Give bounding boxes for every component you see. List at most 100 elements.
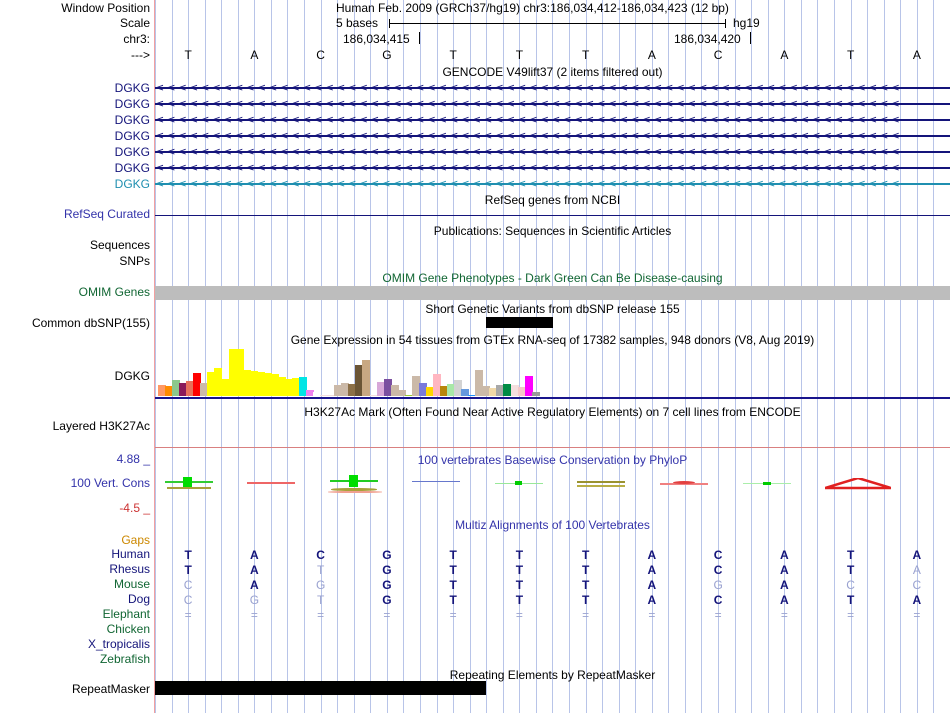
species-label-elephant[interactable]: Elephant [102, 607, 150, 621]
gtex-tissue-bar[interactable] [517, 387, 526, 396]
gene-row[interactable]: <<<<<<<<<<<<<<<<<<<<<<<<<<<<<<<<<<<<<<<<… [155, 176, 950, 192]
gene-row[interactable]: <<<<<<<<<<<<<<<<<<<<<<<<<<<<<<<<<<<<<<<<… [155, 144, 950, 160]
gtex-tissue-bar[interactable] [461, 389, 470, 396]
gtex-tissue-bar[interactable] [200, 383, 209, 396]
gtex-tissue-bar[interactable] [256, 372, 265, 396]
gtex-tissue-bar[interactable] [475, 370, 484, 396]
species-label-mouse[interactable]: Mouse [113, 577, 150, 591]
alignment-base: G [249, 593, 260, 607]
gtex-tissue-bar[interactable] [341, 383, 350, 396]
gtex-tissue-bar[interactable] [249, 371, 258, 396]
alignment-row[interactable] [155, 638, 950, 653]
gene-row-label[interactable]: DGKG [114, 161, 150, 175]
alignment-base: = [383, 608, 391, 622]
gtex-tissue-bar[interactable] [531, 392, 540, 396]
gtex-tissue-bar[interactable] [482, 386, 491, 396]
alignment-base: A [780, 563, 789, 577]
repeatmasker-element-bar[interactable] [155, 681, 486, 695]
gene-row[interactable]: <<<<<<<<<<<<<<<<<<<<<<<<<<<<<<<<<<<<<<<<… [155, 96, 950, 112]
gtex-tissue-bar[interactable] [489, 388, 498, 396]
gtex-tissue-bar[interactable] [432, 374, 441, 396]
alignment-row[interactable]: = = = = = = = = = = = = [155, 608, 950, 623]
gtex-tissue-bar[interactable] [284, 379, 293, 396]
species-label-x_tropicalis[interactable]: X_tropicalis [87, 637, 150, 651]
gtex-tissue-bar[interactable] [165, 386, 173, 396]
gtex-tissue-bar[interactable] [524, 376, 533, 396]
gtex-tissue-bar[interactable] [313, 392, 322, 396]
gtex-tissue-bar[interactable] [503, 384, 512, 396]
gene-row-label[interactable]: DGKG [114, 97, 150, 111]
gtex-tissue-bar[interactable] [369, 395, 378, 396]
gtex-tissue-bar[interactable] [404, 395, 413, 396]
gtex-tissue-bar[interactable] [186, 381, 195, 396]
gridline [933, 0, 934, 713]
gtex-tissue-bar[interactable] [327, 395, 336, 396]
gtex-tissue-bar[interactable] [291, 378, 300, 396]
species-label-zebrafish[interactable]: Zebrafish [99, 652, 150, 666]
gtex-tissue-bar[interactable] [390, 385, 399, 396]
gtex-tissue-bar[interactable] [468, 395, 477, 396]
gtex-tissue-bar[interactable] [228, 349, 237, 396]
gene-row[interactable]: <<<<<<<<<<<<<<<<<<<<<<<<<<<<<<<<<<<<<<<<… [155, 112, 950, 128]
gtex-tissue-bar[interactable] [440, 386, 448, 396]
gtex-tissue-bar[interactable] [496, 385, 505, 396]
gtex-tissue-bar[interactable] [221, 379, 230, 396]
gtex-tissue-bar[interactable] [411, 376, 420, 396]
omim-gene-bar[interactable] [155, 286, 950, 300]
gtex-tissue-bar[interactable] [383, 379, 392, 396]
alignment-base: T [846, 593, 855, 607]
alignment-base: A [912, 593, 922, 607]
gtex-tissue-bar[interactable] [348, 384, 357, 396]
alignment-base: A [912, 548, 922, 562]
gtex-tissue-bar[interactable] [242, 370, 251, 396]
dbsnp-variant-block[interactable] [486, 317, 553, 328]
gene-row[interactable]: <<<<<<<<<<<<<<<<<<<<<<<<<<<<<<<<<<<<<<<<… [155, 128, 950, 144]
gtex-tissue-bar[interactable] [418, 383, 427, 396]
gene-row-label[interactable]: DGKG [114, 113, 150, 127]
gtex-expression-barchart[interactable] [158, 348, 540, 396]
gtex-tissue-bar[interactable] [454, 380, 463, 396]
alignment-base: T [184, 548, 192, 562]
gtex-tissue-bar[interactable] [306, 390, 314, 396]
gtex-tissue-bar[interactable] [158, 385, 166, 396]
phylop-conservation-plot[interactable] [155, 460, 950, 515]
gtex-tissue-bar[interactable] [193, 373, 202, 396]
gtex-tissue-bar[interactable] [334, 385, 343, 396]
gtex-tissue-bar[interactable] [397, 390, 406, 396]
species-label-dog[interactable]: Dog [127, 592, 150, 606]
species-label-chicken[interactable]: Chicken [106, 622, 150, 636]
alignment-row[interactable] [155, 623, 950, 638]
gene-row-label[interactable]: DGKG [114, 145, 150, 159]
gtex-tissue-bar[interactable] [425, 387, 434, 396]
gene-row[interactable]: <<<<<<<<<<<<<<<<<<<<<<<<<<<<<<<<<<<<<<<<… [155, 160, 950, 176]
gene-row-label[interactable]: DGKG [114, 177, 150, 191]
gene-row-label[interactable]: DGKG [114, 129, 150, 143]
gtex-tissue-bar[interactable] [263, 373, 272, 396]
gridline [304, 0, 305, 713]
gtex-tissue-bar[interactable] [270, 374, 279, 396]
gtex-tissue-bar[interactable] [179, 383, 188, 396]
gtex-tissue-bar[interactable] [376, 382, 385, 396]
alignment-base: A [250, 578, 259, 592]
gtex-tissue-bar[interactable] [447, 384, 456, 396]
gtex-tissue-bar[interactable] [355, 365, 364, 396]
gene-row[interactable]: <<<<<<<<<<<<<<<<<<<<<<<<<<<<<<<<<<<<<<<<… [155, 80, 950, 96]
gtex-tissue-bar[interactable] [299, 377, 307, 396]
gtex-tissue-bar[interactable] [214, 368, 223, 396]
gtex-tissue-bar[interactable] [510, 385, 519, 396]
gtex-tissue-bar[interactable] [235, 349, 244, 396]
alignment-base: = [913, 608, 921, 622]
species-label-rhesus[interactable]: Rhesus [109, 562, 150, 576]
gtex-tissue-bar[interactable] [362, 360, 371, 396]
alignment-row[interactable] [155, 653, 950, 668]
species-label-human[interactable]: Human [111, 547, 150, 561]
gene-row-label[interactable]: DGKG [114, 81, 150, 95]
gtex-tissue-bar[interactable] [320, 395, 329, 396]
gtex-tissue-bar[interactable] [207, 372, 216, 396]
gtex-tissue-bar[interactable] [277, 377, 286, 396]
gtex-tissue-bar[interactable] [172, 380, 181, 396]
